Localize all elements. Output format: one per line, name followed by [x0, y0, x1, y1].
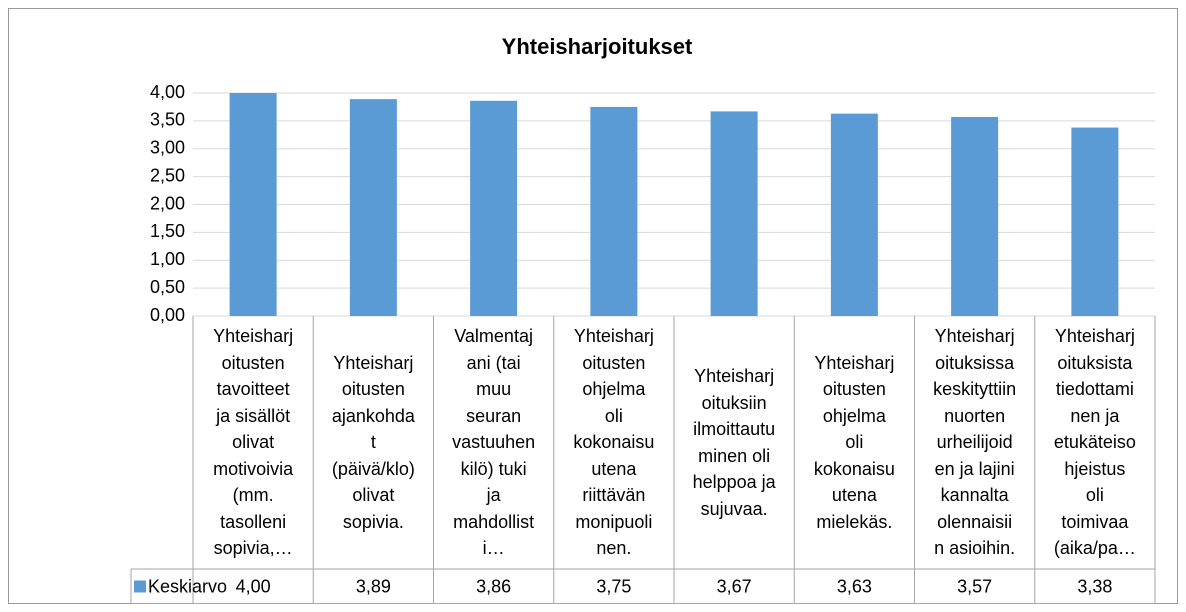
legend-key	[134, 580, 146, 593]
y-tick-label: 0,50	[150, 277, 185, 297]
data-table-value: 4,00	[236, 576, 271, 596]
bar	[1071, 127, 1119, 316]
y-tick-label: 2,50	[150, 165, 185, 185]
x-tick-label: Yhteisharj oitusten ajankohda t (päivä/k…	[331, 352, 415, 532]
y-tick-label: 2,00	[150, 193, 185, 213]
data-table-value: 3,38	[1077, 576, 1112, 596]
data-table-value: 3,86	[476, 576, 511, 596]
x-tick-label: Yhteisharj oitusten ohjelma oli kokonais…	[573, 326, 655, 559]
bar	[229, 93, 277, 316]
y-tick-label: 0,00	[150, 305, 185, 325]
x-tick-label: Valmentaj ani (tai muu seuran vastuuhen …	[452, 326, 536, 559]
bar	[590, 106, 638, 316]
y-tick-label: 4,00	[150, 82, 185, 102]
legend-label: Keskiarvo	[148, 576, 227, 596]
y-tick-label: 1,00	[150, 249, 185, 269]
bar	[470, 100, 518, 317]
x-tick-label: Yhteisharj oituksista tiedottami nen ja …	[1053, 326, 1136, 559]
bar	[830, 113, 878, 316]
data-table-value: 3,89	[356, 576, 391, 596]
x-tick-label: Yhteisharj oituksiin ilmoittautu minen o…	[692, 366, 776, 519]
y-tick-label: 3,50	[150, 110, 185, 130]
y-tick-label: 3,00	[150, 138, 185, 158]
chart-title: Yhteisharjoitukset	[502, 34, 693, 59]
data-table-value: 3,75	[596, 576, 631, 596]
data-table-value: 3,63	[837, 576, 872, 596]
data-table-value: 3,57	[957, 576, 992, 596]
data-table-value: 3,67	[717, 576, 752, 596]
bar	[710, 111, 758, 317]
bar	[349, 99, 397, 316]
x-tick-label: Yhteisharj oitusten ohjelma oli kokonais…	[813, 352, 895, 532]
bar	[951, 116, 999, 316]
y-tick-label: 1,50	[150, 221, 185, 241]
x-tick-label: Yhteisharj oitusten tavoitteet ja sisäll…	[213, 326, 294, 559]
x-tick-label: Yhteisharj oituksissa keskityttiin nuort…	[933, 326, 1017, 559]
